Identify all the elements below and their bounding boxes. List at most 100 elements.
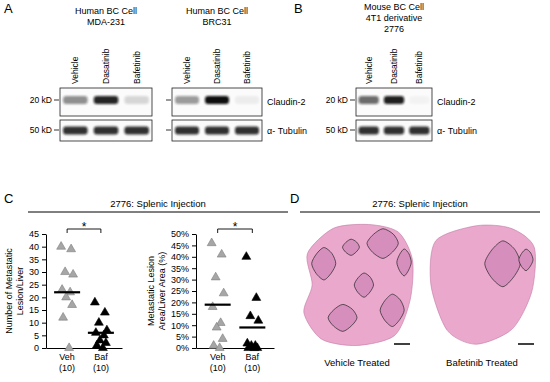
blot-heading: Human BC Cell (75, 6, 137, 16)
y-tick-mark (42, 297, 46, 298)
blot-heading: 2776 (384, 24, 404, 34)
x-tick-label: Veh(10) (59, 352, 75, 373)
data-point (98, 343, 107, 351)
y-tick: 15% (171, 309, 196, 319)
data-point (211, 272, 220, 280)
blot-heading: MDA-231 (87, 17, 125, 27)
y-tick: 30% (171, 275, 196, 285)
y-tick-mark (192, 268, 196, 269)
y-tick: 35 (29, 255, 46, 265)
blot-frame (60, 120, 152, 141)
band (205, 127, 229, 135)
y-axis: 0%5%10%15%20%25%30%35%40%45%50% (171, 229, 197, 353)
y-tick-label: 5 (34, 331, 39, 341)
x-tick: Baf(10) (93, 348, 109, 373)
data-point (246, 311, 255, 319)
marker-tick (350, 130, 355, 131)
y-tick-label: 20 (29, 293, 39, 303)
x-axis: Veh(10) Baf(10) (47, 348, 123, 373)
y-tick-mark (42, 348, 46, 349)
panel-heading: 2776: Splenic Injection (110, 198, 206, 209)
y-tick-label: 40% (171, 252, 189, 262)
y-tick-label: 30 (29, 267, 39, 277)
y-tick-label: 50% (171, 229, 189, 239)
band (175, 127, 199, 135)
y-tick: 0 (34, 343, 46, 353)
data-point (215, 343, 224, 351)
band (63, 127, 88, 135)
y-tick: 10 (29, 318, 46, 328)
y-tick-label: 35 (29, 255, 39, 265)
heading-rule (300, 212, 540, 213)
y-tick: 25 (29, 280, 46, 290)
lesion-outline (485, 241, 520, 287)
y-tick: 5 (34, 331, 46, 341)
y-tick: 10% (171, 321, 196, 331)
y-tick: 40% (171, 252, 196, 262)
lesion-outline (312, 248, 336, 280)
scale-bar (518, 343, 534, 345)
data-point (65, 343, 74, 351)
mean-line (205, 304, 231, 306)
band (235, 127, 259, 135)
data-point (100, 307, 109, 315)
y-tick-mark (42, 272, 46, 273)
western-blot: Human BC CellBRC31VehicleDasatinibBafeti… (166, 6, 307, 141)
blot-heading: 4T1 derivative (366, 13, 423, 23)
y-tick: 45 (29, 229, 46, 239)
protein-label: α- Tubulin (267, 126, 307, 136)
lesion-outline (367, 229, 398, 259)
panel-letter: B (294, 1, 303, 16)
data-point (209, 341, 218, 349)
y-tick: 45% (171, 241, 196, 251)
data-point (62, 292, 71, 300)
lane-label: Vehicle (182, 56, 192, 84)
lane-label: Dasatinib (101, 48, 111, 84)
lesion-outline (397, 249, 411, 276)
marker-tick (54, 130, 59, 131)
data-point (67, 244, 76, 252)
image-caption: Vehicle Treated (324, 357, 390, 368)
figure: ABCDHuman BC CellMDA-231VehicleDasatinib… (0, 0, 550, 382)
blot-frame (172, 88, 262, 116)
heading-rule (28, 212, 288, 213)
x-axis-line (197, 348, 275, 349)
blot-frame (172, 120, 262, 141)
x-axis-line (47, 348, 123, 349)
x-axis: Veh(10)Baf(10) (197, 348, 275, 373)
panel-heading: 2776: Splenic Injection (372, 198, 468, 209)
lesion-outline (354, 273, 373, 297)
lesion-outline (328, 304, 357, 331)
y-axis-title: Number of MetastaticLesion/Liver (4, 248, 25, 334)
histology-image (298, 222, 416, 348)
data-point (219, 288, 228, 296)
blot-frame (60, 88, 152, 116)
mean-line (88, 332, 114, 334)
band (359, 127, 379, 135)
y-tick-label: 30% (171, 275, 189, 285)
y-tick: 25% (171, 286, 196, 296)
y-tick-mark (42, 285, 46, 286)
lane-label: Vehicle (70, 56, 80, 84)
y-tick-mark (42, 247, 46, 248)
y-tick-label: 45 (29, 229, 39, 239)
band (409, 127, 429, 135)
band (63, 96, 88, 104)
data-point (59, 312, 68, 320)
marker-label: 20 kD (326, 95, 348, 105)
band (175, 96, 199, 104)
y-tick: 5% (176, 332, 196, 342)
data-point (254, 316, 263, 324)
panel-letter: C (4, 191, 13, 206)
y-tick-mark (192, 314, 196, 315)
band (235, 96, 259, 104)
mean-line (239, 326, 265, 328)
marks (205, 238, 266, 351)
data-point (91, 328, 100, 336)
y-tick: 20% (171, 298, 196, 308)
y-tick: 0% (176, 343, 196, 353)
x-tick: Veh(10) (59, 348, 75, 373)
data-point (90, 297, 99, 305)
y-tick-mark (192, 291, 196, 292)
y-axis-title: Metastatic LesionArea/Liver Area (%) (146, 252, 167, 331)
